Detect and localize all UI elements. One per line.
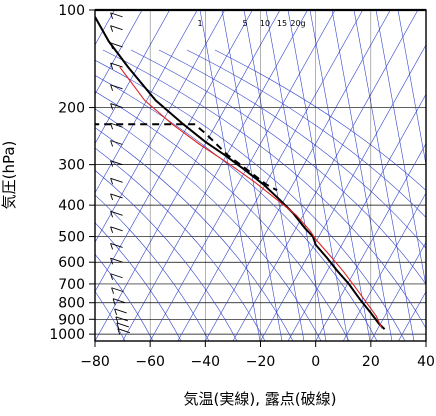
dry-adiabat-line <box>0 50 321 341</box>
dry-adiabat-line <box>215 50 436 341</box>
dry-adiabat-line <box>103 50 433 341</box>
wind-barb <box>111 63 123 67</box>
wind-barb <box>116 317 128 321</box>
dry-adiabat-line <box>47 50 377 341</box>
x-tick-label: 20 <box>362 354 380 370</box>
wind-barb <box>111 13 123 17</box>
x-tick-label: −40 <box>191 354 221 370</box>
x-axis-title: 気温(実線), 露点(破線) <box>184 390 337 408</box>
x-tick-label: −60 <box>135 354 165 370</box>
y-tick-label: 1000 <box>49 327 85 343</box>
mixing-ratio-line <box>332 10 392 341</box>
wind-barb <box>113 299 125 303</box>
x-tick-label: 0 <box>311 354 320 370</box>
dry-adiabat-line <box>159 50 436 341</box>
isotherm-line <box>205 10 390 341</box>
dry-adiabat-line <box>0 50 293 341</box>
wind-barb <box>111 161 123 165</box>
y-tick-label: 400 <box>58 198 85 214</box>
isotherm-line <box>343 10 436 341</box>
mixing-ratio-label: 15 <box>277 19 287 28</box>
mixing-ratio-line <box>376 10 436 341</box>
temperature-line <box>95 17 385 329</box>
wind-barb <box>111 104 123 108</box>
isotherm-line <box>398 10 436 341</box>
y-tick-label: 900 <box>58 312 85 328</box>
dry-adiabat-line <box>0 50 209 341</box>
mixing-ratio-label: 20g <box>290 19 305 28</box>
wind-barb <box>111 85 123 89</box>
mixing-ratio-label: 1 <box>197 19 202 28</box>
axis-ticks: 1002003004005006007008009001000−80−60−40… <box>49 3 435 370</box>
mixing-ratio-label: 5 <box>242 19 247 28</box>
dry-adiabat-line <box>75 50 405 341</box>
mixing-ratio-line <box>354 10 414 341</box>
wind-barb <box>111 141 123 145</box>
wind-barb <box>111 227 123 231</box>
y-tick-label: 500 <box>58 230 85 246</box>
wind-barb <box>115 309 127 313</box>
y-tick-label: 200 <box>58 101 85 117</box>
wind-barb <box>111 26 123 30</box>
dry-adiabat-line <box>0 50 265 341</box>
y-axis-title: 気圧(hPa) <box>0 141 18 210</box>
dry-adiabat-line <box>131 50 436 341</box>
y-tick-label: 700 <box>58 277 85 293</box>
dry-adiabat-line <box>0 50 181 341</box>
isotherm-line <box>426 10 436 341</box>
y-tick-label: 100 <box>58 3 85 19</box>
mixing-ratio-label: 10 <box>260 19 270 28</box>
wind-barb <box>111 274 123 278</box>
mixing-ratio-line <box>398 10 436 341</box>
x-tick-label: 40 <box>417 354 435 370</box>
y-tick-label: 800 <box>58 296 85 312</box>
isotherm-line <box>12 10 197 341</box>
y-tick-label: 600 <box>58 255 85 271</box>
wind-barb <box>111 178 123 182</box>
mixing-ratio-line <box>266 10 326 341</box>
wind-barb <box>111 211 123 215</box>
x-tick-label: −80 <box>80 354 110 370</box>
y-tick-label: 300 <box>58 158 85 174</box>
x-tick-label: −20 <box>246 354 276 370</box>
wind-barb <box>117 323 129 327</box>
dry-adiabat-line <box>0 50 237 341</box>
isotherm-line <box>261 10 436 341</box>
